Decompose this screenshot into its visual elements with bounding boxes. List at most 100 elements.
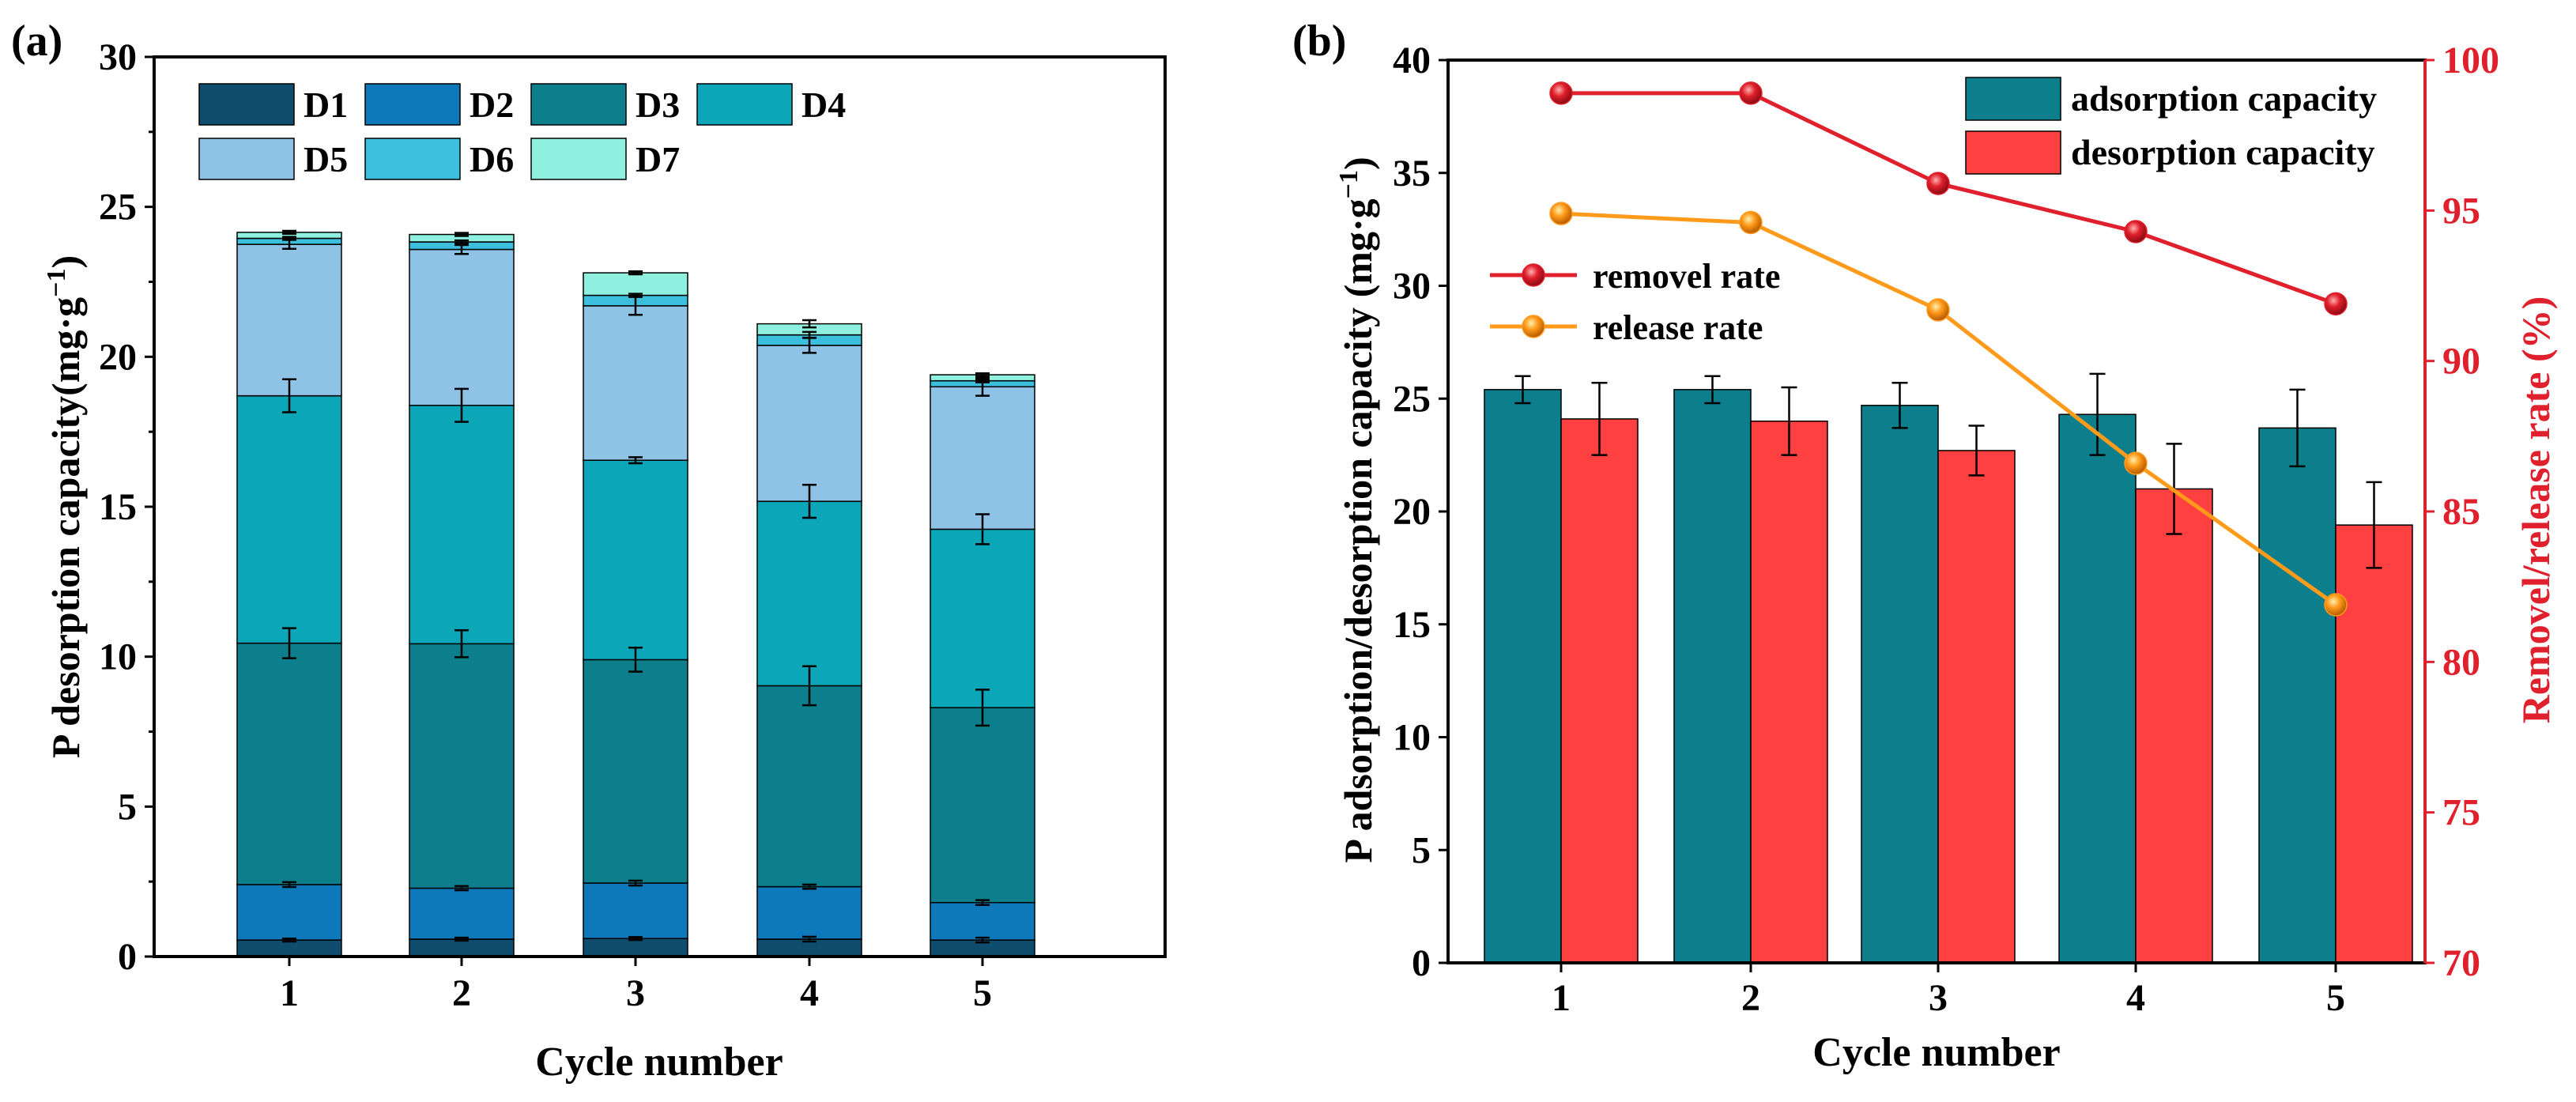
removel-rate-point xyxy=(1549,81,1573,105)
bar-desorption-capacity xyxy=(1750,421,1828,964)
bar-segment-d2 xyxy=(236,884,342,941)
panel-a-x-axis-label: Cycle number xyxy=(535,1040,783,1085)
bar-segment-d3 xyxy=(930,707,1035,904)
legend-label-d7: D7 xyxy=(636,139,680,179)
panel-a-y-ticks: 0 5 10 15 20 25 30 xyxy=(99,36,154,978)
y-tick-label: 5 xyxy=(118,786,137,828)
y-tick-label: 25 xyxy=(1393,378,1431,420)
y-tick-label: 15 xyxy=(99,486,137,528)
legend-label-d3: D3 xyxy=(636,85,680,125)
bar-segment-d7 xyxy=(583,272,688,296)
legend-label-d6: D6 xyxy=(470,139,514,179)
y-tick-label: 10 xyxy=(99,636,137,678)
x-tick-label: 1 xyxy=(280,972,299,1014)
bar-segment-d5 xyxy=(236,243,342,397)
x-tick-label: 2 xyxy=(1741,977,1760,1019)
y2-tick-label: 95 xyxy=(2442,190,2480,232)
x-tick-label: 2 xyxy=(452,972,471,1014)
legend-marker-release xyxy=(1522,315,1545,338)
y-tick-label: 5 xyxy=(1412,829,1431,871)
panel-b-legend: adsorption capacity desorption capacity re… xyxy=(1490,77,2377,347)
legend-swatch-d5 xyxy=(198,138,295,180)
y-tick-label: 40 xyxy=(1393,40,1431,81)
panel-b-y2-axis-label: Removel/release rate (%) xyxy=(2514,296,2558,723)
legend-label-d2: D2 xyxy=(470,85,514,125)
panel-a-legend: D1 D2 D3 D4 D5 D6 D7 xyxy=(198,83,846,180)
bar-segment-d5 xyxy=(930,386,1035,530)
legend-swatch-d2 xyxy=(364,83,461,126)
panel-b-x-axis-label: Cycle number xyxy=(1812,1030,2060,1075)
bar-desorption-capacity xyxy=(1937,450,2016,964)
y-tick-label: 30 xyxy=(99,36,137,78)
bar-segment-d2 xyxy=(583,882,688,939)
legend-label-desorption: desorption capacity xyxy=(2071,132,2375,172)
panel-a-bars xyxy=(236,232,1035,957)
x-tick-label: 4 xyxy=(2126,977,2145,1019)
y2-tick-label: 100 xyxy=(2442,40,2499,81)
legend-swatch-adsorption xyxy=(1965,77,2061,121)
bar-segment-d3 xyxy=(409,643,515,889)
panel-b-label: (b) xyxy=(1292,17,1346,66)
bar-desorption-capacity xyxy=(2135,488,2213,964)
panel-b-y-axis-label: P adsorption/desorption capacity (mg·g−1… xyxy=(1334,157,1380,862)
removel-rate-point xyxy=(2324,292,2348,316)
release-rate-point xyxy=(1739,210,1763,235)
legend-swatch-desorption xyxy=(1965,130,2061,175)
legend-swatch-d1 xyxy=(198,83,295,126)
bar-desorption-capacity xyxy=(1560,418,1639,964)
y-tick-label: 35 xyxy=(1393,153,1431,194)
y2-tick-label: 90 xyxy=(2442,341,2480,383)
y-tick-label: 30 xyxy=(1393,266,1431,308)
release-rate-point xyxy=(2324,593,2348,617)
panel-a-chart: (a) D1 D2 D3 D4 D5 D6 D7 0 5 10 15 20 25 30 1 2 3 4 5 Cy… xyxy=(11,17,1167,1085)
legend-marker-removel xyxy=(1522,263,1545,287)
bar-adsorption-capacity xyxy=(1861,405,1939,964)
panel-b-error-bars xyxy=(1514,372,2382,569)
panel-a-label: (a) xyxy=(11,17,62,66)
bar-adsorption-capacity xyxy=(2058,413,2137,964)
legend-label-removel: removel rate xyxy=(1593,257,1780,296)
panel-a-x-ticks: 1 2 3 4 5 xyxy=(280,957,992,1014)
y-tick-label: 20 xyxy=(99,336,137,378)
bar-segment-d4 xyxy=(409,405,515,645)
legend-label-adsorption: adsorption capacity xyxy=(2071,78,2377,119)
bar-segment-d3 xyxy=(583,659,688,884)
bar-segment-d1 xyxy=(583,938,688,957)
legend-label-d4: D4 xyxy=(801,85,846,125)
removel-rate-point xyxy=(2124,220,2148,243)
x-tick-label: 3 xyxy=(1929,977,1948,1019)
y-tick-label: 25 xyxy=(99,187,137,228)
y2-tick-label: 70 xyxy=(2442,942,2480,984)
panel-b-bars xyxy=(1484,389,2413,964)
x-tick-label: 1 xyxy=(1552,977,1571,1019)
legend-label-d5: D5 xyxy=(304,139,348,179)
panel-b-y2-ticks: 70 75 80 85 90 95 100 xyxy=(2423,40,2499,984)
x-tick-label: 5 xyxy=(973,972,992,1014)
bar-adsorption-capacity xyxy=(1673,389,1752,964)
panel-b-rate-lines xyxy=(1549,81,2348,617)
bar-segment-d4 xyxy=(930,528,1035,708)
x-tick-label: 3 xyxy=(626,972,645,1014)
bar-segment-d2 xyxy=(756,885,862,940)
bar-segment-d3 xyxy=(236,642,342,885)
legend-label-d1: D1 xyxy=(304,85,348,125)
panel-b-y-ticks: 0 5 10 15 20 25 30 35 40 xyxy=(1393,40,1448,984)
y-tick-label: 15 xyxy=(1393,604,1431,646)
bar-segment-d4 xyxy=(756,500,862,687)
bar-adsorption-capacity xyxy=(1484,389,1562,964)
y2-tick-label: 85 xyxy=(2442,491,2480,533)
bar-desorption-capacity xyxy=(2335,524,2413,964)
bar-adsorption-capacity xyxy=(2258,427,2337,964)
legend-swatch-d3 xyxy=(530,83,627,126)
legend-swatch-d4 xyxy=(696,83,793,126)
y-tick-label: 10 xyxy=(1393,717,1431,759)
release-rate-point xyxy=(1549,202,1573,225)
y2-tick-label: 80 xyxy=(2442,641,2480,683)
x-tick-label: 4 xyxy=(800,972,819,1014)
removel-rate-point xyxy=(1926,172,1950,195)
bar-segment-d4 xyxy=(583,459,688,661)
bar-segment-d3 xyxy=(756,685,862,888)
removel-rate-point xyxy=(1739,81,1763,105)
